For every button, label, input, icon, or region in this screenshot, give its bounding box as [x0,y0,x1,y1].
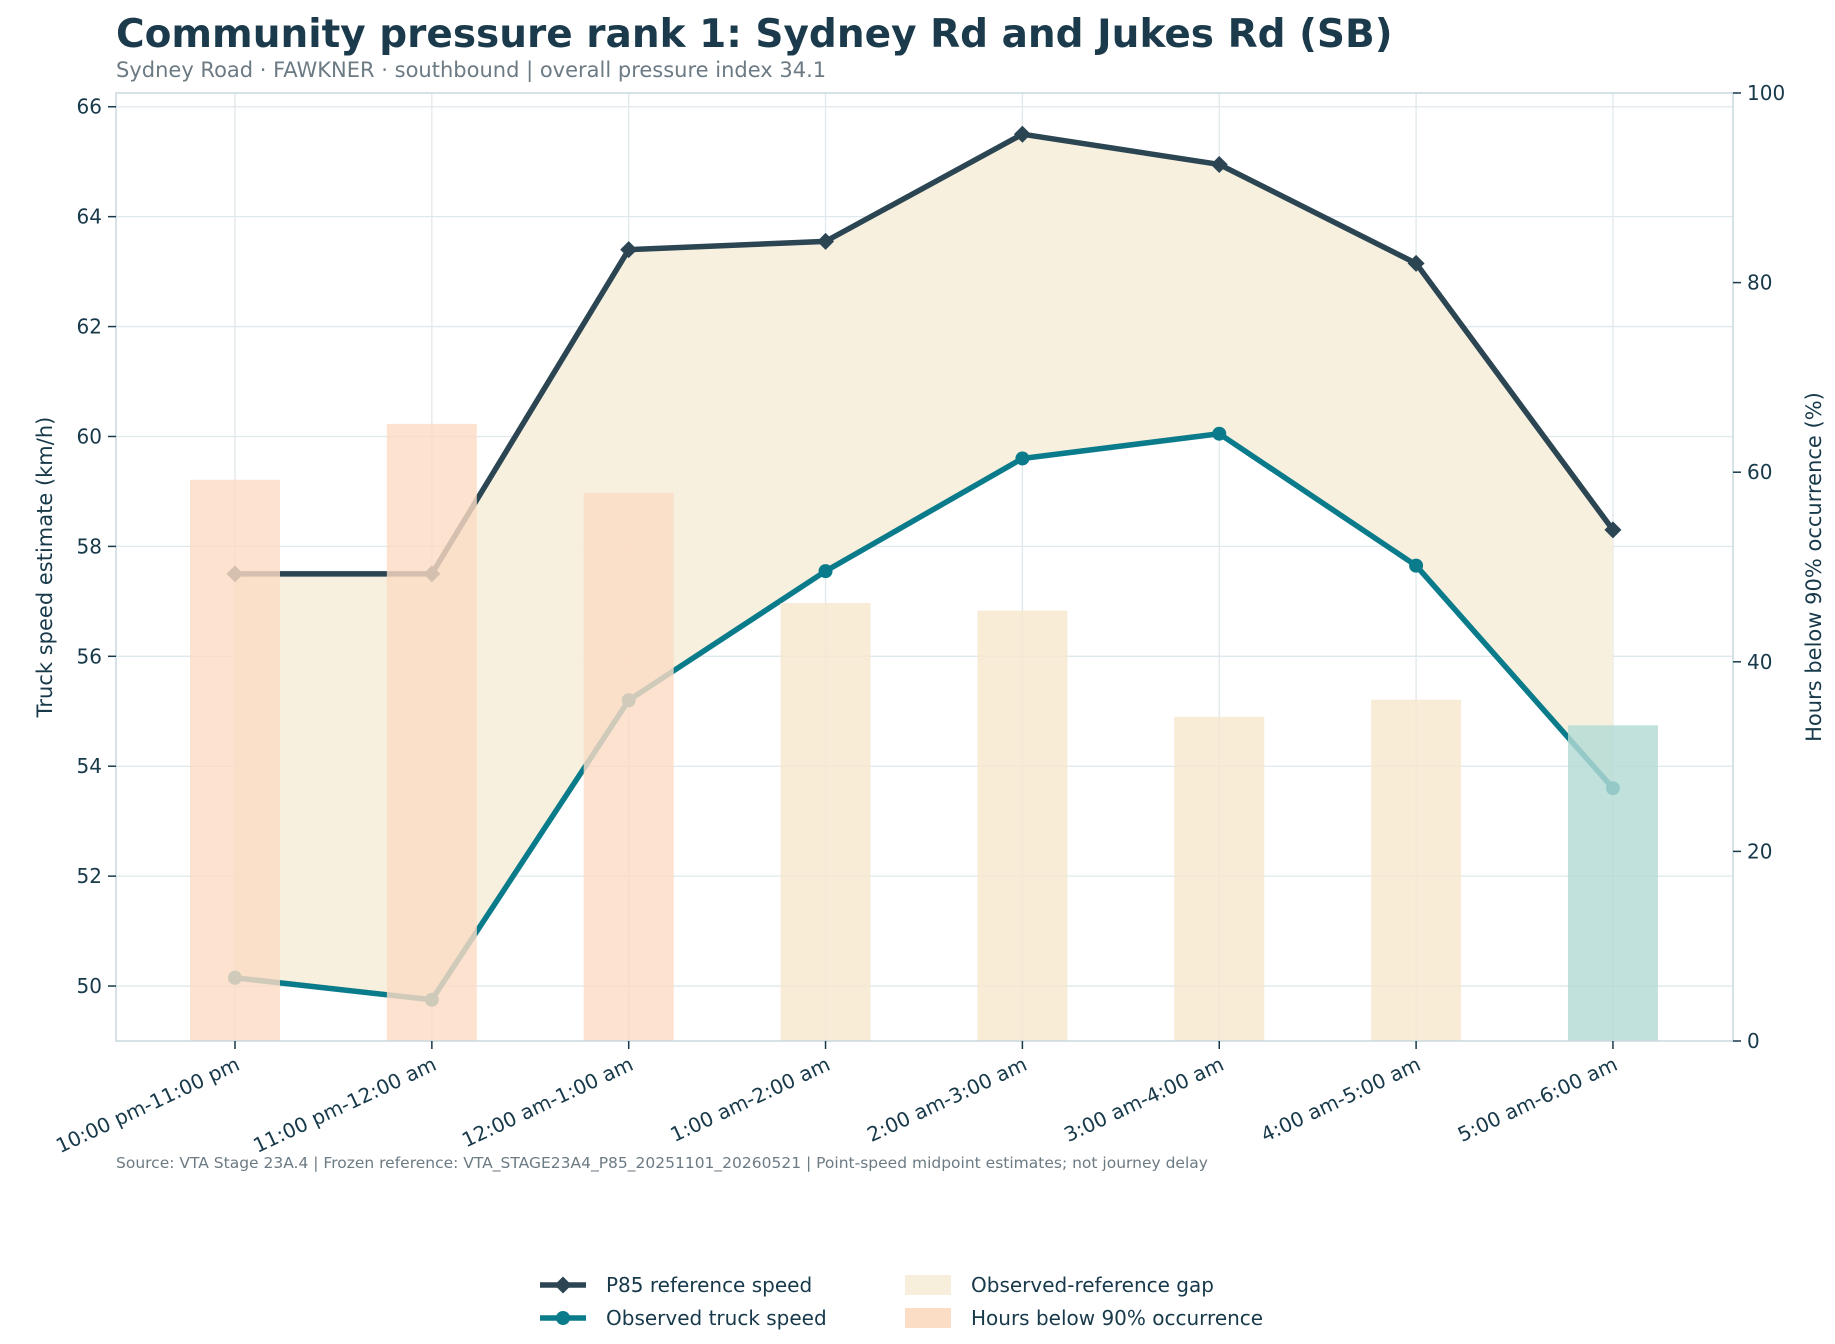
reference-speed-point [817,232,835,250]
y2-tick-label: 100 [1747,81,1785,105]
hours-below-bar [583,493,674,1041]
legend: P85 reference speed Observed-reference ga… [540,1273,1263,1330]
x-axis: 10:00 pm-11:00 pm 11:00 pm-12:00 am 12:00 … [52,1041,1621,1158]
observed-speed-point [1212,426,1227,441]
gap-fill-area [235,134,1613,1000]
right-y-axis: 0 20 40 60 80 100 [1733,81,1785,1053]
hours-below-bar [386,423,477,1041]
x-tick-label: 10:00 pm-11:00 pm [52,1052,243,1158]
y-tick-label: 50 [77,974,102,998]
chart-title: Community pressure rank 1: Sydney Rd and… [116,12,1393,57]
x-tick-label: 4:00 am-5:00 am [1257,1052,1424,1147]
legend-marker [556,1311,570,1325]
x-tick-label: 1:00 am-2:00 am [667,1052,834,1147]
y-tick-label: 66 [77,95,102,119]
reference-speed-point [1013,125,1031,143]
source-note: Source: VTA Stage 23A.4 | Frozen referen… [116,1154,1208,1173]
y-tick-label: 52 [77,864,102,888]
y2-axis-title: Hours below 90% occurrence (%) [1802,392,1826,742]
hours-below-bar [190,479,280,1041]
x-tick-label: 11:00 pm-12:00 am [249,1052,440,1158]
legend-marker [554,1276,572,1294]
y-tick-label: 58 [77,534,102,558]
legend-label: P85 reference speed [606,1273,812,1297]
x-tick-label: 2:00 am-3:00 am [863,1052,1030,1147]
legend-label: Hours below 90% occurrence [971,1306,1263,1330]
reference-speed-point [1407,254,1425,272]
observed-speed-point [1015,451,1030,466]
y-tick-label: 62 [77,315,102,339]
y2-tick-label: 60 [1747,460,1772,484]
y2-tick-label: 0 [1747,1029,1760,1053]
reference-speed-point [1604,521,1622,539]
observed-speed-point [818,564,833,579]
hours-below-bar [1567,725,1658,1041]
legend-label: Observed truck speed [606,1306,827,1330]
legend-label: Observed-reference gap [971,1273,1214,1297]
plot-frame [115,92,1734,1042]
observed-speed-point [1409,558,1424,573]
reference-speed-point [1210,155,1228,173]
chart-subtitle: Sydney Road · FAWKNER · southbound | ove… [116,58,827,82]
hours-below-bar [1174,716,1265,1041]
y-tick-label: 56 [77,644,102,668]
legend-swatch [905,1275,951,1295]
x-tick-label: 5:00 am-6:00 am [1454,1052,1621,1147]
x-tick-label: 12:00 am-1:00 am [458,1052,637,1152]
hours-below-bar [1371,699,1462,1041]
x-tick-label: 3:00 am-4:00 am [1060,1052,1227,1147]
y-tick-label: 64 [77,205,102,229]
y2-tick-label: 20 [1747,839,1772,863]
reference-speed-point [620,241,638,259]
hours-below-bar [780,603,871,1041]
y2-tick-label: 80 [1747,271,1772,295]
y-axis-title: Truck speed estimate (km/h) [33,417,57,719]
y2-tick-label: 40 [1747,650,1772,674]
y-tick-label: 54 [77,754,102,778]
left-y-axis: 50 52 54 56 58 60 62 64 66 [77,95,116,998]
legend-swatch [905,1308,951,1328]
hours-below-bar [977,610,1068,1041]
y-tick-label: 60 [77,424,102,448]
